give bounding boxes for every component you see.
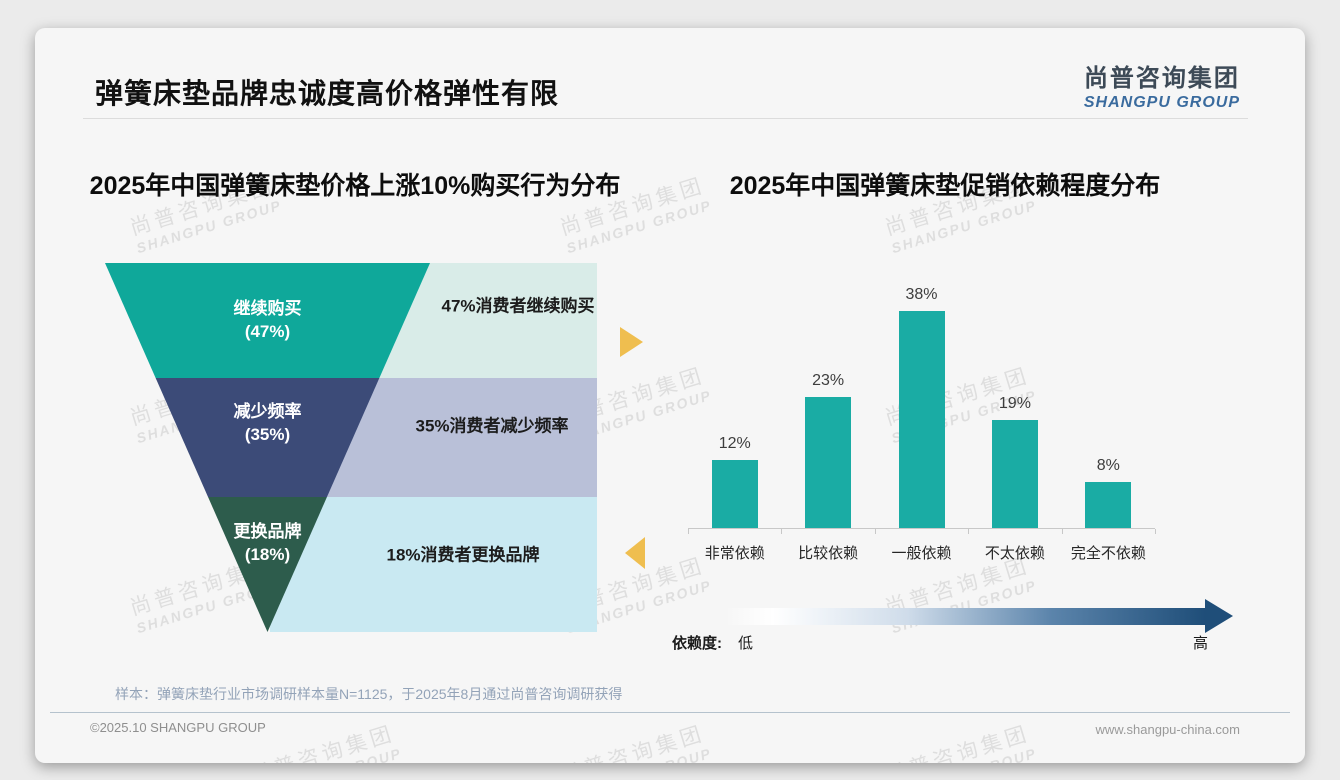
watermark-en: SHANGPU GROUP xyxy=(889,196,1039,257)
bar xyxy=(991,419,1038,528)
accent-arrow-right-icon xyxy=(620,327,643,357)
x-axis-tick xyxy=(1061,529,1063,534)
bar xyxy=(898,311,945,528)
bar xyxy=(1085,482,1132,528)
x-axis-category-label: 不太依赖 xyxy=(984,545,1045,562)
bar-cell: 19% xyxy=(968,278,1061,528)
accent-arrow-left-icon xyxy=(625,537,645,569)
copyright-text: ©2025.10 SHANGPU GROUP xyxy=(90,720,266,735)
x-axis-tick xyxy=(968,529,970,534)
dependency-gradient-arrowhead-icon xyxy=(1205,599,1233,633)
watermark-en: SHANGPU GROUP xyxy=(889,576,1039,637)
funnel-segment-label: 更换品牌 xyxy=(233,521,302,541)
bar xyxy=(805,396,852,528)
bar-chart-plot: 12% 23% 38% 19% 8% xyxy=(688,278,1155,528)
dependency-gradient-bar xyxy=(725,608,1205,625)
watermark-en: SHANGPU GROUP xyxy=(134,196,284,257)
x-axis-category-label: 完全不依赖 xyxy=(1070,545,1146,562)
bar-chart-title: 2025年中国弹簧床垫促销依赖程度分布 xyxy=(729,172,1161,200)
funnel-annotation-text: 18%消费者更换品牌 xyxy=(386,545,540,565)
title-divider xyxy=(83,118,1248,119)
x-axis-tick xyxy=(781,529,783,534)
website-text: www.shangpu-china.com xyxy=(1095,722,1240,737)
watermark-en: SHANGPU GROUP xyxy=(889,745,1038,763)
funnel-segment-label: 减少频率 xyxy=(233,401,302,421)
bar-value-label: 19% xyxy=(998,394,1031,412)
funnel-annotation-panel xyxy=(270,497,597,632)
watermark-cn: 尚普咨询集团 xyxy=(247,722,398,763)
bar-cell: 23% xyxy=(781,278,874,528)
x-axis-line xyxy=(688,528,1155,529)
footer-divider xyxy=(50,712,1290,713)
x-axis-category-label: 非常依赖 xyxy=(704,545,765,562)
slide-card: 尚普咨询集团 SHANGPU GROUP 尚普咨询集团 SHANGPU GROUP 尚普… xyxy=(35,28,1305,763)
x-axis-tick xyxy=(1155,529,1156,534)
brand-logo: 尚普咨询集团 SHANGPU GROUP xyxy=(1084,58,1240,112)
funnel-annotation-text: 47%消费者继续购买 xyxy=(441,296,595,316)
x-axis-tick xyxy=(688,529,689,534)
x-axis-category-label: 比较依赖 xyxy=(798,545,859,562)
brand-logo-en: SHANGPU GROUP xyxy=(1083,94,1240,111)
bar xyxy=(711,459,758,528)
funnel-segment: 继续购买 (47%) xyxy=(105,263,430,378)
bar-value-label: 8% xyxy=(1096,457,1120,475)
dependency-scale-high: 高 xyxy=(1193,635,1209,652)
bar-cell: 38% xyxy=(875,278,968,528)
x-axis-category-label: 一般依赖 xyxy=(891,545,952,562)
funnel-segment-label: 继续购买 xyxy=(233,298,302,318)
bar-value-label: 23% xyxy=(812,371,845,389)
brand-logo-cn: 尚普咨询集团 xyxy=(1083,65,1240,92)
funnel-segment-percent: (35%) xyxy=(244,424,291,444)
dependency-scale-label: 依赖度: xyxy=(672,635,722,652)
page-title: 弹簧床垫品牌忠诚度高价格弹性有限 xyxy=(95,78,560,109)
funnel-chart-title: 2025年中国弹簧床垫价格上涨10%购买行为分布 xyxy=(89,172,621,200)
funnel-segment-percent: (18%) xyxy=(244,544,291,564)
watermark-en: SHANGPU GROUP xyxy=(254,745,403,763)
watermark-en: SHANGPU GROUP xyxy=(564,745,713,763)
funnel-annotation-text: 35%消费者减少频率 xyxy=(415,416,569,436)
sample-note: 样本：弹簧床垫行业市场调研样本量N=1125，于2025年8月通过尚普咨询调研获… xyxy=(115,686,623,702)
x-axis-tick xyxy=(874,529,876,534)
funnel-segment-percent: (47%) xyxy=(244,321,291,341)
bar-value-label: 38% xyxy=(905,286,938,304)
bar-cell: 8% xyxy=(1062,278,1155,528)
watermark-cn: 尚普咨询集团 xyxy=(882,722,1033,763)
bar-cell: 12% xyxy=(688,278,781,528)
watermark-cn: 尚普咨询集团 xyxy=(557,722,708,763)
watermark-en: SHANGPU GROUP xyxy=(564,196,714,257)
x-axis-category-labels: 非常依赖 比较依赖 一般依赖 不太依赖 完全不依赖 xyxy=(688,542,1155,563)
dependency-scale-low: 低 xyxy=(738,635,754,652)
bar-value-label: 12% xyxy=(718,434,751,452)
